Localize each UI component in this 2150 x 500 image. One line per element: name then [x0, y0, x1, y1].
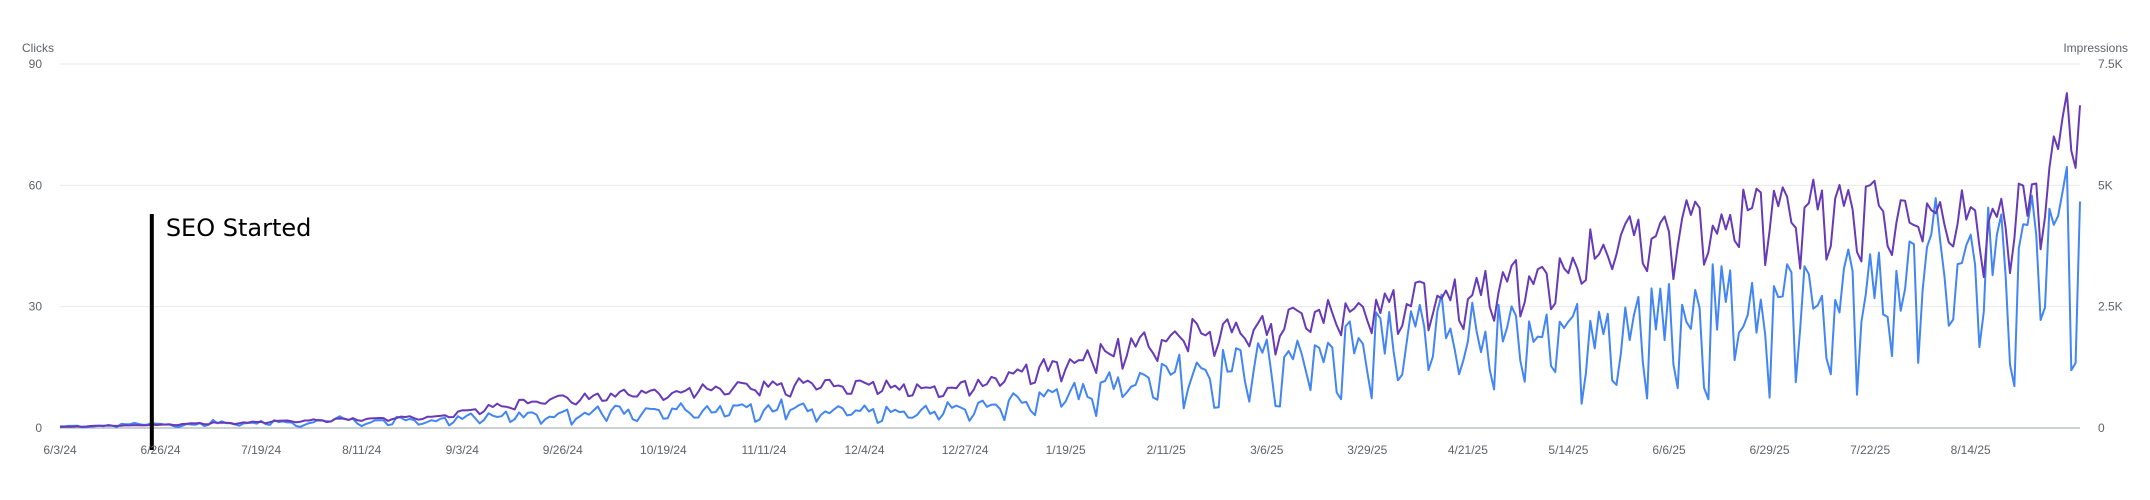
x-tick-label: 3/29/25 — [1347, 443, 1387, 457]
y-left-tick-label: 30 — [29, 300, 43, 314]
x-tick-label: 6/29/25 — [1750, 443, 1790, 457]
series-layer — [59, 92, 2081, 429]
x-tick-label: 6/6/25 — [1652, 443, 1686, 457]
x-tick-label: 4/21/25 — [1448, 443, 1488, 457]
x-tick-label: 12/4/24 — [844, 443, 884, 457]
y-right-tick-label: 5K — [2098, 178, 2113, 192]
x-tick-label: 7/19/24 — [241, 443, 281, 457]
series-line-clicks — [59, 166, 2081, 429]
y-axis-right-ticks: 0 2.5K 5K 7.5K — [2098, 57, 2123, 435]
x-tick-label: 9/26/24 — [543, 443, 583, 457]
y-axis-right-title: Impressions — [2063, 41, 2128, 55]
y-right-tick-label: 0 — [2098, 421, 2105, 435]
x-tick-label: 10/19/24 — [640, 443, 687, 457]
x-tick-label: 6/26/24 — [141, 443, 181, 457]
series-line-impressions — [59, 92, 2081, 428]
y-axis-left-ticks: 0 30 60 90 — [29, 57, 43, 435]
x-tick-label: 1/19/25 — [1046, 443, 1086, 457]
x-tick-label: 11/11/24 — [741, 443, 786, 457]
x-tick-label: 2/11/25 — [1147, 443, 1186, 457]
x-axis-ticks: 6/3/24 6/26/24 7/19/24 8/11/24 9/3/24 9/26/24… — [43, 443, 1991, 457]
annotation-label: SEO Started — [166, 214, 312, 242]
x-tick-label: 8/11/24 — [342, 443, 381, 457]
y-axis-left-title: Clicks — [22, 41, 54, 55]
x-tick-label: 12/27/24 — [942, 443, 989, 457]
gridlines — [60, 63, 2080, 308]
x-tick-label: 5/14/25 — [1548, 443, 1588, 457]
y-left-tick-label: 90 — [29, 57, 43, 71]
x-tick-label: 9/3/24 — [446, 443, 480, 457]
x-tick-label: 6/3/24 — [43, 443, 77, 457]
x-tick-label: 8/14/25 — [1951, 443, 1991, 457]
annotation-layer: SEO Started — [149, 214, 312, 450]
x-tick-label: 7/22/25 — [1850, 443, 1890, 457]
y-left-tick-label: 0 — [35, 421, 42, 435]
y-left-tick-label: 60 — [29, 178, 43, 192]
y-right-tick-label: 7.5K — [2098, 57, 2123, 71]
y-right-tick-label: 2.5K — [2098, 300, 2123, 314]
x-tick-label: 3/6/25 — [1250, 443, 1284, 457]
